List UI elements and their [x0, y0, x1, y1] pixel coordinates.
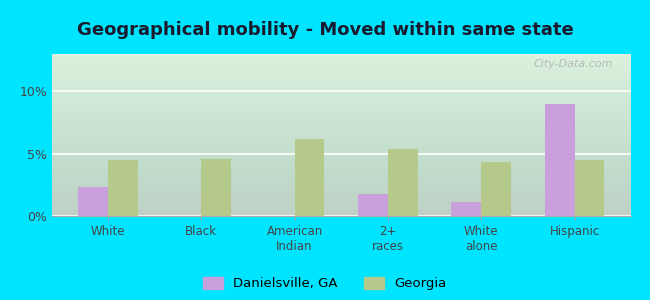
Bar — [358, 194, 388, 216]
Bar — [545, 104, 575, 216]
Legend: Danielsville, GA, Georgia: Danielsville, GA, Georgia — [203, 277, 447, 290]
Bar — [108, 160, 138, 216]
Bar — [78, 187, 108, 216]
Text: Geographical mobility - Moved within same state: Geographical mobility - Moved within sam… — [77, 21, 573, 39]
Bar — [451, 202, 481, 216]
Bar — [294, 139, 324, 216]
Bar — [388, 149, 418, 216]
Bar — [481, 162, 511, 216]
Text: City-Data.com: City-Data.com — [534, 59, 613, 69]
Bar — [575, 160, 604, 216]
Bar — [202, 159, 231, 216]
